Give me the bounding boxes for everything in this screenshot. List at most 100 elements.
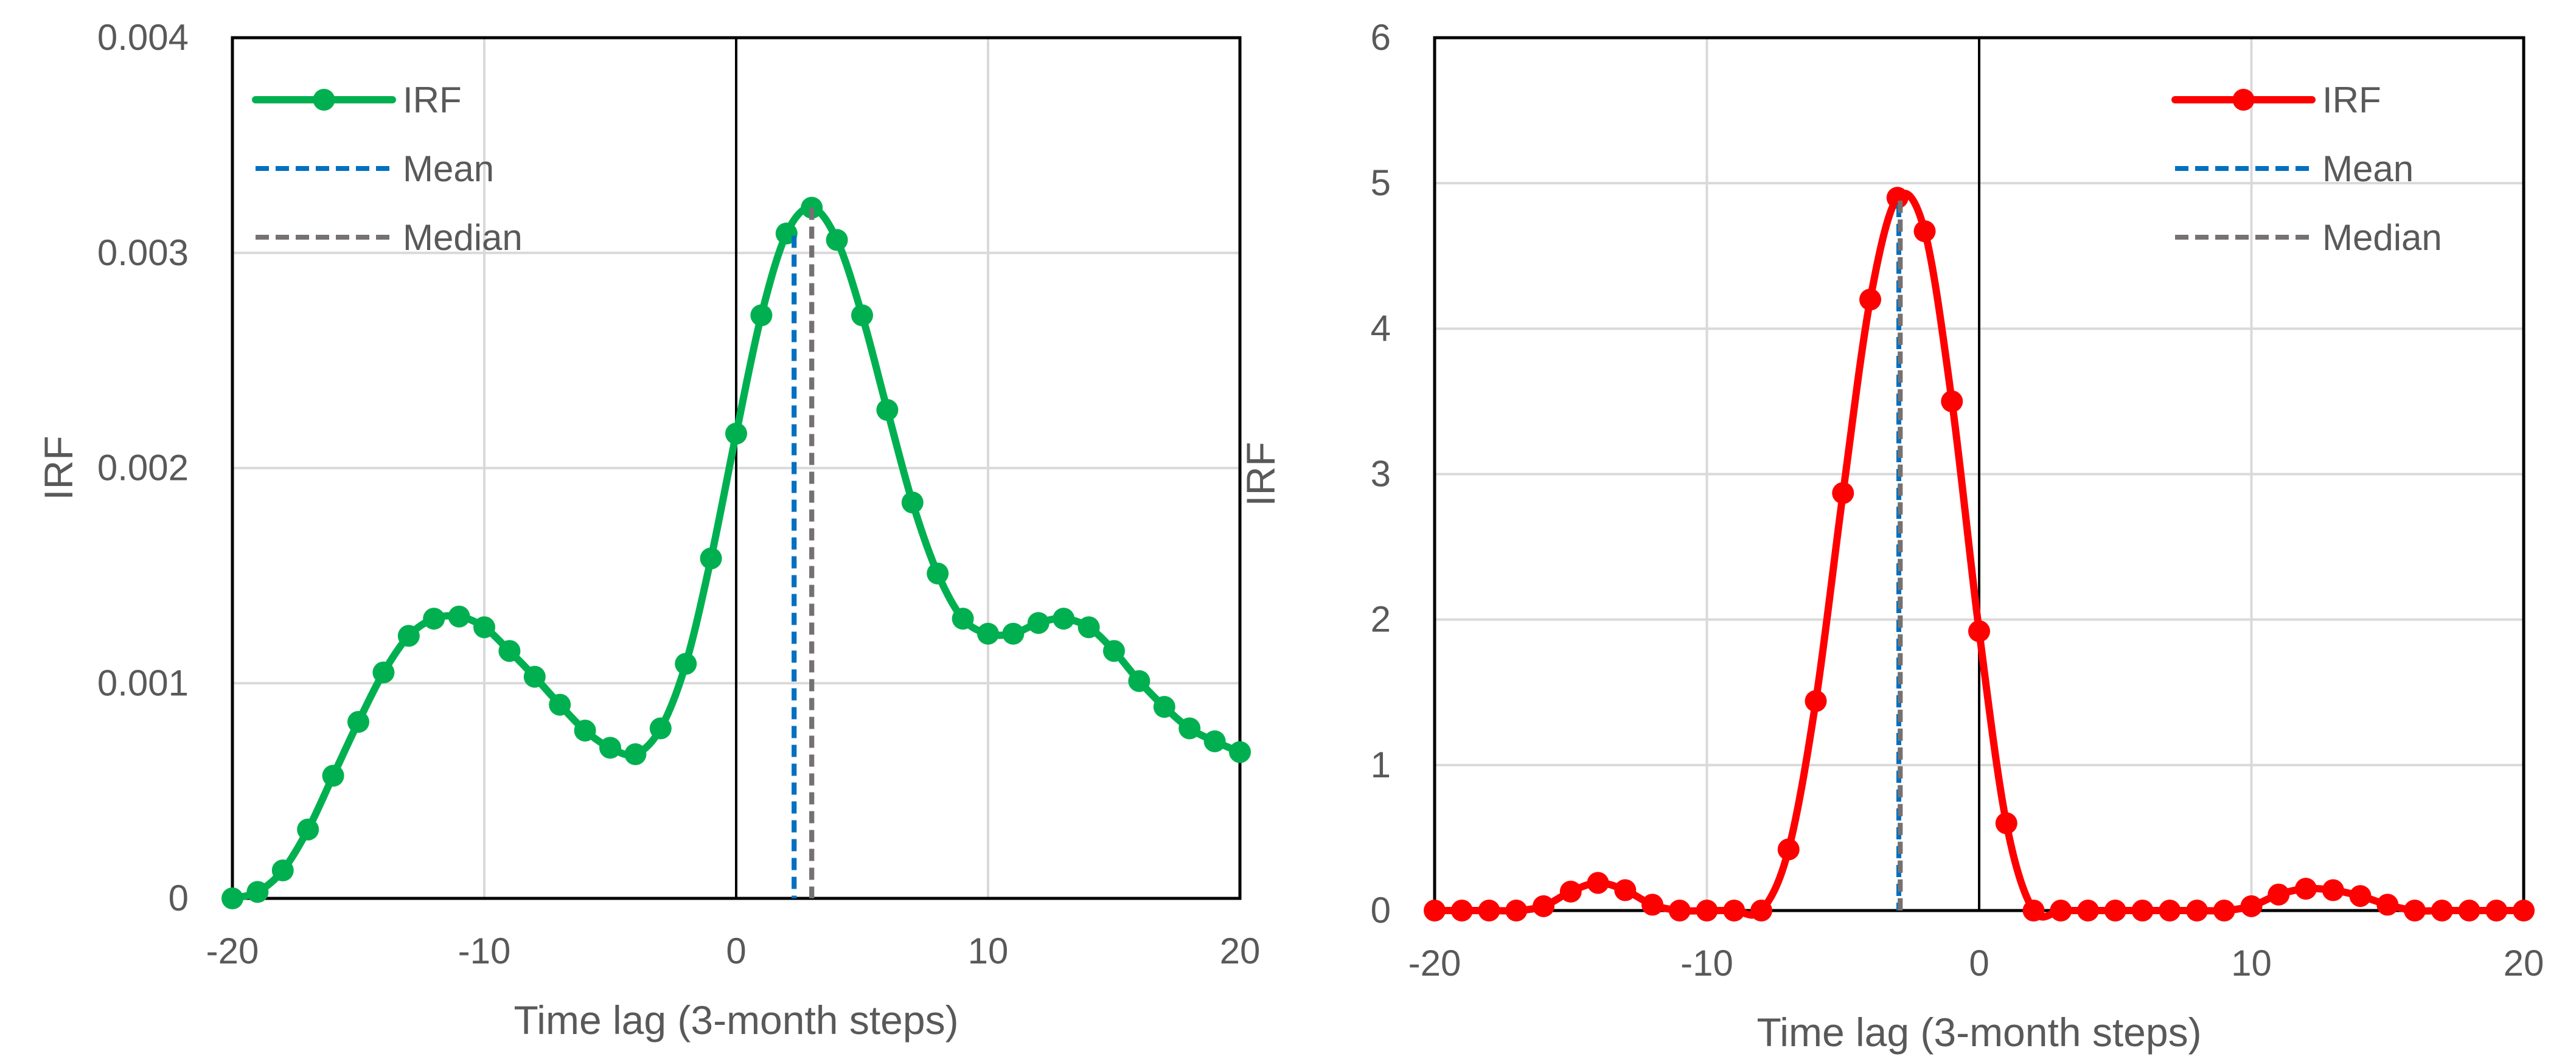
irf-marker (1832, 482, 1854, 504)
irf-marker (2268, 883, 2290, 906)
irf-marker (2349, 885, 2372, 908)
irf-marker (1103, 640, 1125, 662)
irf-marker (347, 710, 369, 733)
irf-marker (1450, 900, 1473, 921)
irf-marker (1002, 622, 1025, 645)
y-axis-title: IRF (1238, 442, 1283, 506)
irf-marker (1859, 288, 1881, 311)
irf-marker (2240, 895, 2263, 917)
irf-marker (2322, 879, 2344, 901)
irf-marker (675, 653, 697, 675)
irf-marker (2513, 900, 2535, 921)
y-tick-label: 0.003 (97, 232, 189, 273)
irf-marker (1559, 880, 1582, 903)
irf-marker (876, 398, 899, 421)
y-tick-label: 0.004 (97, 17, 189, 58)
irf-marker (927, 562, 949, 585)
irf-marker (246, 881, 269, 903)
irf-marker (1203, 730, 1226, 752)
irf-marker (1805, 690, 1827, 712)
irf-marker (1505, 900, 1528, 921)
irf-marker (2159, 900, 2181, 921)
x-tick-label: 20 (2504, 943, 2544, 984)
irf-marker (700, 547, 722, 570)
irf-marker (2376, 894, 2399, 916)
legend: IRF Mean Median (252, 80, 523, 258)
irf-marker (1641, 894, 1663, 916)
y-tick-label: 3 (1371, 454, 1391, 495)
irf-marker (297, 818, 319, 841)
irf-marker (2431, 900, 2453, 921)
irf-marker (851, 304, 873, 327)
irf-marker (1668, 900, 1691, 921)
irf-marker (1229, 741, 1251, 763)
irf-marker (2404, 900, 2426, 921)
irf-marker (372, 661, 395, 684)
irf-marker (1128, 670, 1150, 692)
x-tick-label: -10 (1680, 943, 1733, 984)
irf-marker (2050, 900, 2072, 921)
x-tick-label: -20 (206, 931, 259, 971)
x-tick-label: 20 (1220, 931, 1261, 971)
irf-marker (1153, 696, 1175, 718)
legend-label-mean: Mean (2322, 148, 2414, 189)
x-axis-title: Time lag (3-month steps) (513, 998, 958, 1043)
irf-marker (1587, 872, 1609, 894)
left-chart-panel: 0 0.001 0.002 0.003 0.004 -20 -10 0 10 20 Time lag… (36, 17, 1260, 1043)
legend-marker-irf (2232, 89, 2255, 111)
irf-marker (2131, 900, 2154, 921)
irf-marker (1777, 838, 1800, 861)
irf-marker (1077, 616, 1100, 639)
irf-marker (448, 605, 470, 628)
irf-marker (750, 304, 773, 327)
x-tick-label: -20 (1408, 943, 1461, 984)
irf-marker (574, 720, 596, 742)
irf-marker (1027, 612, 1050, 634)
irf-marker (1913, 220, 1936, 243)
irf-marker (523, 665, 546, 688)
y-tick-label: 6 (1371, 17, 1391, 58)
irf-marker (977, 622, 999, 645)
legend-marker-irf (313, 89, 335, 111)
irf-marker (725, 422, 747, 445)
irf-marker (1478, 900, 1500, 921)
y-tick-label: 1 (1371, 744, 1391, 785)
x-tick-label: 10 (2231, 943, 2272, 984)
irf-marker (1886, 187, 1909, 209)
x-tick-label: 0 (726, 931, 746, 971)
irf-marker (901, 491, 924, 514)
legend-label-irf: IRF (2322, 80, 2381, 120)
legend-label-median: Median (403, 217, 523, 258)
y-tick-label: 0 (1371, 890, 1391, 931)
irf-marker (826, 229, 848, 251)
irf-marker (1614, 879, 1637, 901)
irf-marker (1053, 608, 1075, 630)
y-tick-label: 2 (1371, 599, 1391, 640)
irf-marker (2022, 900, 2045, 921)
irf-marker (423, 608, 445, 630)
irf-marker (2485, 900, 2508, 921)
x-tick-label: -10 (458, 931, 511, 971)
irf-marker (952, 608, 974, 630)
irf-marker (2458, 900, 2480, 921)
right-chart-panel: 0 1 2 3 4 5 6 -20 -10 0 10 20 Time lag (3-month step… (1238, 17, 2544, 1055)
irf-marker (2077, 900, 2099, 921)
irf-marker (1968, 620, 1990, 642)
legend-label-median: Median (2322, 217, 2442, 258)
irf-marker (2104, 900, 2126, 921)
y-tick-label: 0 (169, 878, 189, 918)
irf-marker (549, 693, 571, 716)
irf-marker (1424, 900, 1446, 921)
x-tick-label: 0 (1969, 943, 1989, 984)
irf-marker (1533, 895, 1554, 917)
x-tick-label: 10 (968, 931, 1009, 971)
irf-marker (1723, 900, 1746, 921)
irf-marker (473, 616, 495, 639)
y-tick-label: 0.001 (97, 662, 189, 703)
irf-marker (2186, 900, 2208, 921)
irf-marker (624, 743, 647, 765)
irf-marker (322, 765, 344, 787)
irf-marker (1750, 900, 1772, 921)
y-axis-title: IRF (36, 436, 81, 500)
